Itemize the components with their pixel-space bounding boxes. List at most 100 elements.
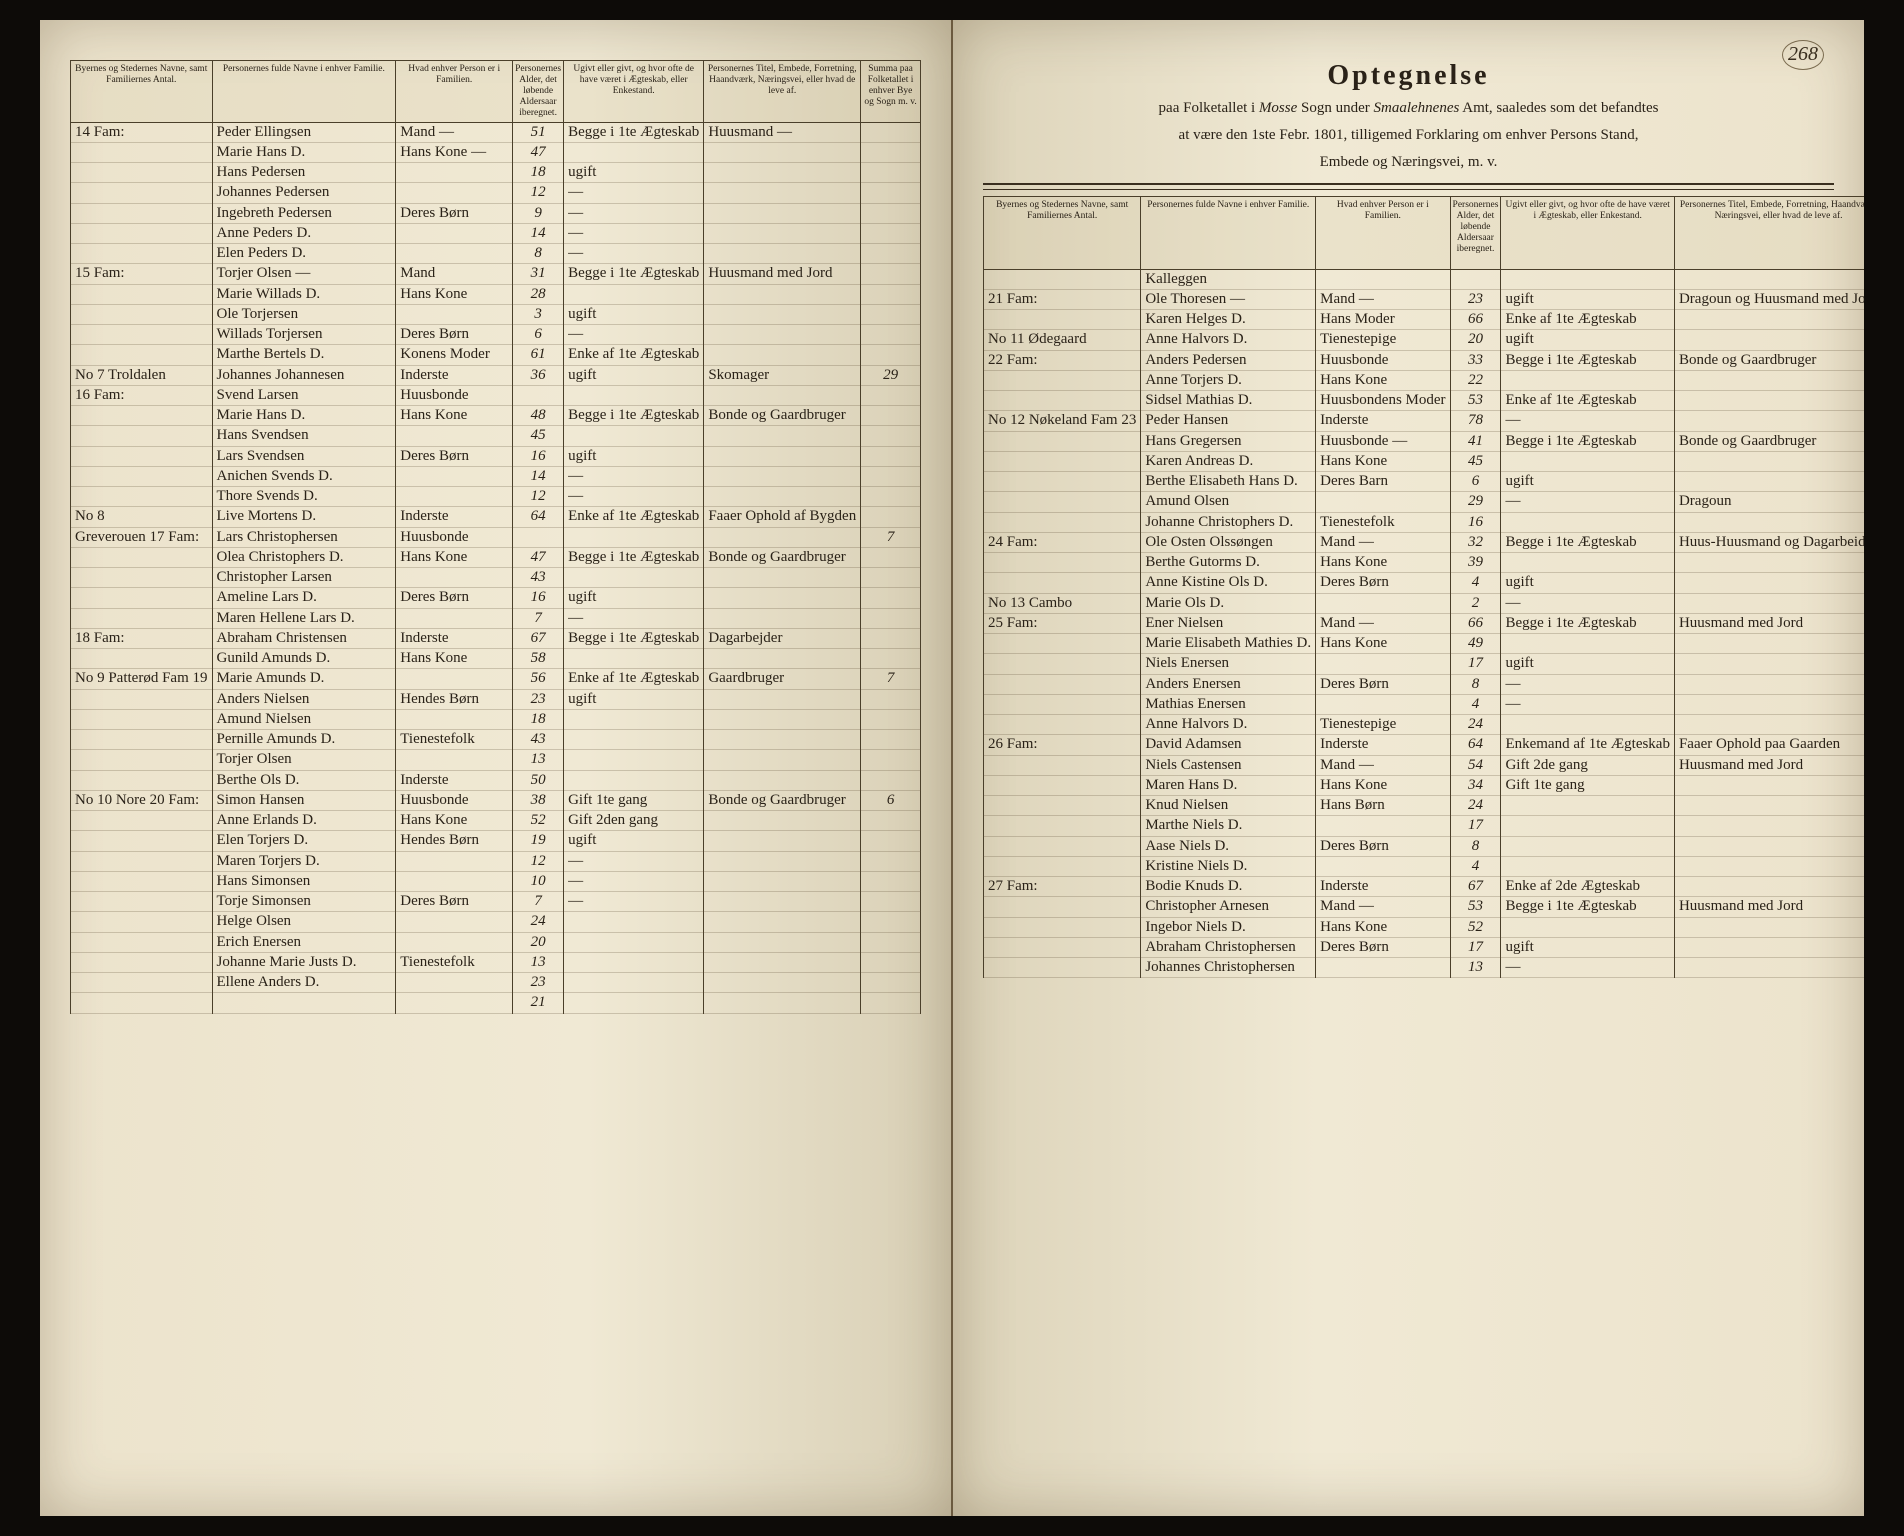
- cell-age: 53: [1450, 391, 1501, 411]
- table-row: Johanne Marie Justs D.Tienestefolk13: [71, 952, 921, 972]
- cell-name: Svend Larsen: [212, 385, 396, 405]
- cell-name: Olea Christophers D.: [212, 547, 396, 567]
- cell-occ: [1674, 674, 1864, 694]
- cell-name: Torjer Olsen: [212, 750, 396, 770]
- cell-name: Sidsel Mathias D.: [1141, 391, 1316, 411]
- cell-name: Maren Hellene Lars D.: [212, 608, 396, 628]
- table-row: No 11 ØdegaardAnne Halvors D.Tienestepig…: [984, 330, 1865, 350]
- cell-rel: Deres Børn: [396, 203, 513, 223]
- cell-place: [984, 856, 1141, 876]
- cell-place: [71, 912, 213, 932]
- table-row: No 12 Nøkeland Fam 23Peder HansenInderst…: [984, 411, 1865, 431]
- cell-occ: Bonde og Gaardbruger: [704, 406, 861, 426]
- cell-mar: [564, 527, 704, 547]
- cell-rel: Tienestepige: [1316, 715, 1450, 735]
- table-row: Sidsel Mathias D.Huusbondens Moder53Enke…: [984, 391, 1865, 411]
- cell-mar: ugift: [1501, 289, 1675, 309]
- cell-place: [71, 689, 213, 709]
- cell-place: No 13 Cambo: [984, 593, 1141, 613]
- cell-age: 52: [513, 811, 564, 831]
- cell-age: 14: [513, 466, 564, 486]
- cell-mar: [1501, 634, 1675, 654]
- cell-mar: ugift: [564, 446, 704, 466]
- cell-mar: [564, 730, 704, 750]
- cell-name: Elen Peders D.: [212, 244, 396, 264]
- cell-place: Greverouen 17 Fam:: [71, 527, 213, 547]
- cell-rel: Huusbondens Moder: [1316, 391, 1450, 411]
- cell-age: 9: [513, 203, 564, 223]
- cell-occ: Skomager: [704, 365, 861, 385]
- cell-name: Anne Erlands D.: [212, 811, 396, 831]
- cell-mar: [1501, 715, 1675, 735]
- cell-place: [984, 715, 1141, 735]
- col-header-relation: Hvad enhver Person er i Familien.: [396, 61, 513, 123]
- cell-name: Willads Torjersen: [212, 325, 396, 345]
- cell-age: 61: [513, 345, 564, 365]
- table-row: Berthe Ols D.Inderste50: [71, 770, 921, 790]
- cell-mar: —: [1501, 593, 1675, 613]
- cell-name: Anne Peders D.: [212, 223, 396, 243]
- cell-occ: [1674, 330, 1864, 350]
- cell-name: Anders Pedersen: [1141, 350, 1316, 370]
- cell-age: 45: [1450, 451, 1501, 471]
- cell-place: [71, 993, 213, 1013]
- cell-mar: —: [1501, 492, 1675, 512]
- cell-rel: Hans Kone: [396, 649, 513, 669]
- cell-place: 27 Fam:: [984, 877, 1141, 897]
- cell-rel: Konens Moder: [396, 345, 513, 365]
- cell-age: 12: [513, 183, 564, 203]
- cell-age: 29: [1450, 492, 1501, 512]
- cell-place: [984, 391, 1141, 411]
- cell-occ: Faaer Ophold af Bygden: [704, 507, 861, 527]
- cell-occ: [704, 244, 861, 264]
- cell-place: [71, 588, 213, 608]
- cell-place: No 11 Ødegaard: [984, 330, 1141, 350]
- cell-name: Helge Olsen: [212, 912, 396, 932]
- cell-rel: [396, 466, 513, 486]
- cell-name: Johannes Johannesen: [212, 365, 396, 385]
- cell-name: Gunild Amunds D.: [212, 649, 396, 669]
- table-row: Erich Enersen20: [71, 932, 921, 952]
- cell-mar: [1501, 917, 1675, 937]
- cell-age: 54: [1450, 755, 1501, 775]
- cell-rel: Huusbonde: [1316, 350, 1450, 370]
- cell-place: [984, 816, 1141, 836]
- cell-mar: [1501, 796, 1675, 816]
- census-book-spread: Byernes og Stedernes Navne, samt Familie…: [0, 0, 1904, 1536]
- cell-name: [212, 993, 396, 1013]
- cell-name: Amund Nielsen: [212, 709, 396, 729]
- cell-name: Elen Torjers D.: [212, 831, 396, 851]
- cell-occ: Faaer Ophold paa Gaarden: [1674, 735, 1864, 755]
- table-row: Lars SvendsenDeres Børn16ugift: [71, 446, 921, 466]
- cell-name: Berthe Gutorms D.: [1141, 553, 1316, 573]
- cell-occ: [704, 831, 861, 851]
- table-row: Niels CastensenMand —54Gift 2de gangHuus…: [984, 755, 1865, 775]
- cell-occ: [704, 345, 861, 365]
- table-row: 25 Fam:Ener NielsenMand —66Begge i 1te Æ…: [984, 613, 1865, 633]
- cell-place: [71, 811, 213, 831]
- table-row: Elen Peders D.8—: [71, 244, 921, 264]
- cell-age: 67: [513, 628, 564, 648]
- cell-occ: Dragoun og Huusmand med Jord: [1674, 289, 1864, 309]
- cell-age: [513, 385, 564, 405]
- cell-sum: [861, 385, 921, 405]
- cell-mar: ugift: [564, 304, 704, 324]
- cell-name: Lars Svendsen: [212, 446, 396, 466]
- cell-place: [984, 775, 1141, 795]
- cell-occ: [704, 770, 861, 790]
- census-table-left: Byernes og Stedernes Navne, samt Familie…: [70, 60, 921, 1014]
- cell-rel: [396, 709, 513, 729]
- cell-mar: Gift 1te gang: [564, 790, 704, 810]
- cell-name: Niels Castensen: [1141, 755, 1316, 775]
- cell-rel: Huusbonde: [396, 385, 513, 405]
- table-row: Ole Torjersen3ugift: [71, 304, 921, 324]
- cell-occ: [1674, 715, 1864, 735]
- cell-place: [984, 836, 1141, 856]
- cell-occ: [1674, 958, 1864, 978]
- cell-sum: [861, 304, 921, 324]
- cell-mar: —: [564, 871, 704, 891]
- cell-place: 26 Fam:: [984, 735, 1141, 755]
- cell-occ: [704, 284, 861, 304]
- page-number: 268: [1782, 40, 1824, 70]
- cell-occ: [1674, 472, 1864, 492]
